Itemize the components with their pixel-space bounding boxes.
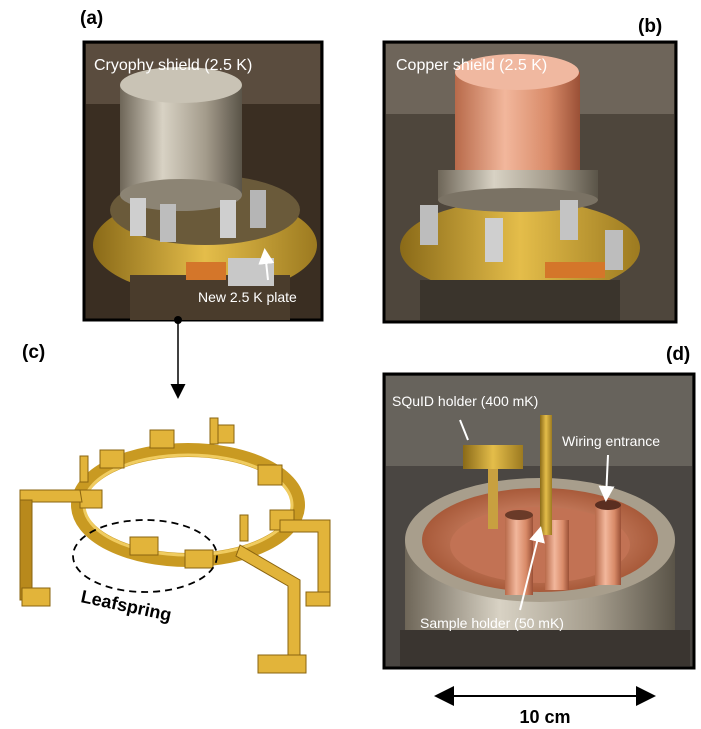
callout: New 2.5 K plate	[198, 289, 297, 305]
panel-label: (b)	[638, 16, 662, 37]
highlight-ellipse	[72, 519, 218, 593]
scale-label: 10 cm	[519, 707, 570, 727]
panel-label: (a)	[80, 8, 103, 29]
callout: Sample holder (50 mK)	[420, 615, 564, 631]
callout: Wiring entrance	[562, 433, 660, 449]
callout-arrow	[519, 526, 545, 611]
callout-arrow	[258, 248, 275, 281]
panel-label: (d)	[666, 344, 690, 365]
caption: Copper shield (2.5 K)	[396, 57, 547, 74]
panel-label: (c)	[22, 342, 45, 363]
callout-arrow	[598, 454, 615, 502]
leafspring-drawing	[19, 417, 331, 674]
caption: Cryophy shield (2.5 K)	[94, 57, 252, 74]
callout-line	[459, 419, 469, 441]
photo-a	[82, 40, 324, 322]
callout: SQuID holder (400 mK)	[392, 393, 538, 409]
photo-b	[382, 40, 678, 324]
